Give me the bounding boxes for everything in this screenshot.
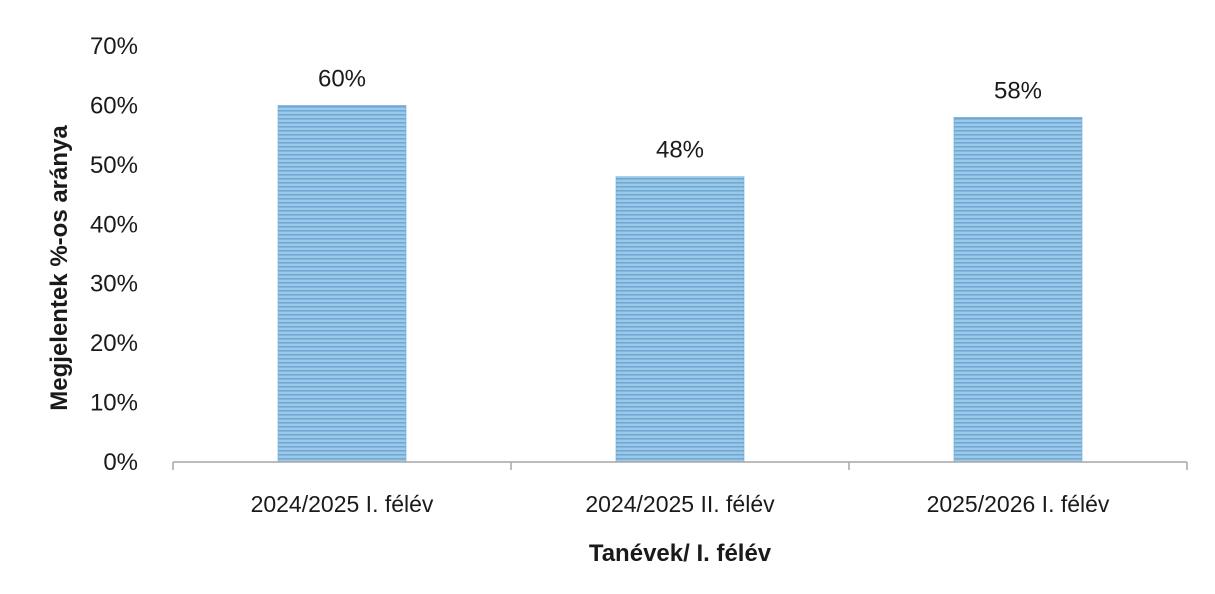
y-tick-label: 20% (90, 330, 138, 357)
x-category-label: 2024/2025 II. félév (585, 491, 775, 517)
y-tick-label: 60% (90, 92, 138, 119)
data-labels-group: 60% 48% 58% (318, 65, 1042, 163)
y-axis-title: Megjelentek %-os aránya (46, 125, 73, 411)
x-axis-title: Tanévek/ I. félév (589, 540, 772, 567)
y-tick-label: 40% (90, 211, 138, 238)
y-tick-label: 10% (90, 390, 138, 417)
x-axis (172, 461, 1188, 470)
y-axis-tick-labels: 0% 10% 20% 30% 40% 50% 60% 70% (90, 33, 138, 476)
y-tick-label: 50% (90, 152, 138, 179)
bar-data-label: 60% (318, 65, 366, 92)
y-tick-label: 70% (90, 33, 138, 60)
y-tick-label: 0% (103, 449, 138, 476)
x-category-label: 2025/2026 I. félév (927, 491, 1110, 517)
bar (277, 105, 407, 463)
bar (953, 117, 1083, 463)
x-axis-category-labels: 2024/2025 I. félév 2024/2025 II. félév 202… (251, 491, 1110, 517)
y-tick-label: 30% (90, 271, 138, 298)
bar-data-label: 48% (656, 137, 704, 164)
bar-data-label: 58% (994, 77, 1042, 104)
x-category-label: 2024/2025 I. félév (251, 491, 434, 517)
bars-group (277, 105, 1083, 463)
bar (615, 176, 745, 463)
